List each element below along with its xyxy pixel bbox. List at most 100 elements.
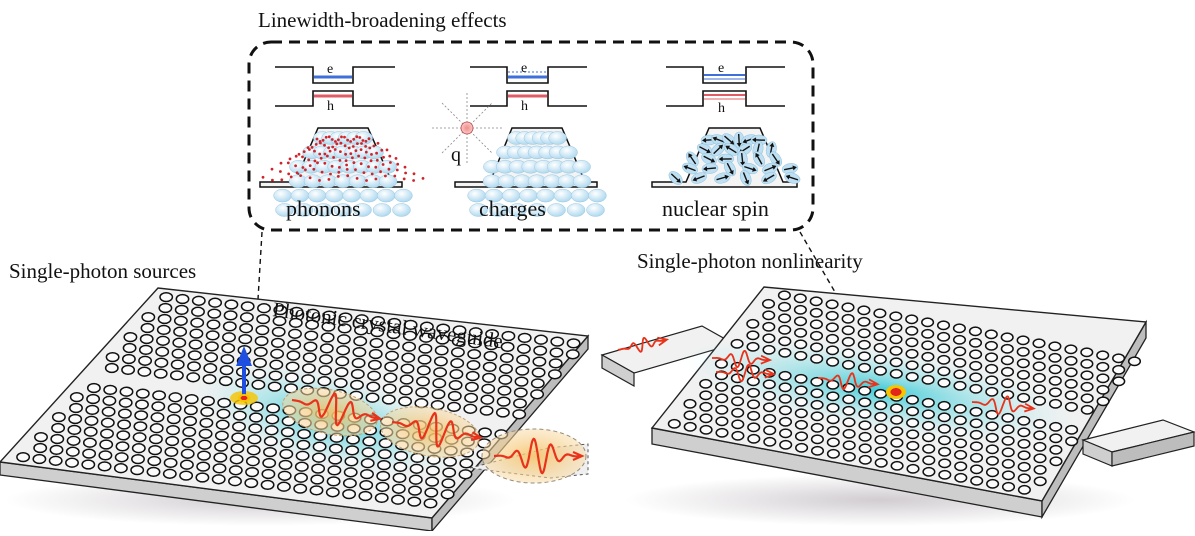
phonon-dot	[377, 142, 380, 145]
air-hole	[288, 340, 300, 349]
air-hole	[811, 389, 823, 397]
phonon-dot	[386, 149, 389, 152]
air-hole	[843, 407, 855, 415]
air-hole	[67, 436, 79, 445]
air-hole	[184, 417, 196, 426]
air-hole	[779, 372, 791, 380]
air-hole	[843, 441, 855, 449]
air-hole	[986, 330, 998, 338]
air-hole	[69, 415, 81, 424]
air-hole	[449, 392, 461, 401]
air-hole	[386, 351, 398, 360]
air-hole	[103, 396, 115, 405]
air-hole	[498, 397, 510, 406]
air-hole	[135, 411, 147, 420]
air-hole	[401, 375, 413, 384]
air-hole	[858, 306, 870, 314]
air-hole	[287, 351, 299, 360]
phonon-dot	[370, 159, 373, 162]
phonon-dot	[307, 159, 310, 162]
air-hole	[123, 344, 135, 353]
air-hole	[827, 346, 839, 354]
air-hole	[716, 429, 728, 437]
phonon-dot	[413, 172, 416, 175]
air-hole	[1113, 354, 1125, 362]
air-hole	[136, 400, 148, 409]
air-hole	[366, 393, 378, 402]
phonon-dot	[313, 150, 316, 153]
air-hole	[827, 381, 839, 389]
electron-label: e	[521, 61, 527, 76]
air-hole	[779, 349, 791, 357]
air-hole	[335, 379, 347, 388]
air-hole	[193, 296, 205, 305]
air-hole	[70, 404, 82, 413]
phonon-dot	[318, 153, 321, 156]
air-hole	[50, 456, 62, 465]
air-hole	[747, 343, 759, 351]
phonon-dot	[365, 179, 368, 182]
air-hole	[172, 349, 184, 358]
air-hole	[1050, 400, 1062, 408]
air-hole	[922, 330, 934, 338]
phonon-dot	[367, 165, 370, 168]
air-hole	[282, 428, 294, 437]
phonon-dot	[318, 179, 321, 182]
air-hole	[858, 329, 870, 337]
air-hole	[779, 303, 791, 311]
air-hole	[229, 477, 241, 486]
air-hole	[329, 455, 341, 464]
air-hole	[970, 419, 982, 427]
air-hole	[875, 401, 887, 409]
air-hole	[261, 481, 273, 490]
air-hole	[83, 449, 95, 458]
phonon-dot	[280, 162, 283, 165]
phonon-dot	[389, 161, 392, 164]
air-hole	[141, 324, 153, 333]
air-hole	[71, 393, 83, 402]
air-hole	[810, 297, 822, 305]
air-hole	[362, 448, 374, 457]
air-hole	[532, 379, 544, 388]
air-hole	[460, 459, 472, 468]
air-hole	[732, 432, 744, 440]
lattice-atom	[567, 204, 585, 217]
lattice-atom	[573, 160, 591, 173]
air-hole	[875, 459, 887, 467]
air-hole	[922, 318, 934, 326]
air-hole	[795, 329, 807, 337]
air-hole	[1002, 425, 1014, 433]
air-hole	[859, 421, 871, 429]
air-hole	[971, 454, 983, 462]
air-hole	[401, 364, 413, 373]
air-hole	[200, 419, 212, 428]
air-hole	[360, 481, 372, 490]
phonon-dot	[329, 150, 332, 153]
air-hole	[987, 468, 999, 476]
air-hole	[1018, 382, 1030, 390]
air-hole	[843, 361, 855, 369]
air-hole	[828, 450, 840, 458]
air-hole	[890, 335, 902, 343]
lattice-atom	[571, 189, 589, 202]
air-hole	[116, 442, 128, 451]
air-hole	[764, 415, 776, 423]
air-hole	[120, 398, 132, 407]
air-hole	[417, 377, 429, 386]
air-hole	[567, 350, 579, 359]
phonon-dot	[388, 155, 391, 158]
air-hole	[1034, 420, 1046, 428]
air-hole	[250, 413, 262, 422]
air-hole	[410, 475, 422, 484]
air-hole	[224, 311, 236, 320]
air-hole	[248, 446, 260, 455]
air-hole	[175, 316, 187, 325]
air-hole	[173, 338, 185, 347]
air-hole	[403, 342, 415, 351]
air-hole	[1034, 385, 1046, 393]
air-hole	[1002, 345, 1014, 353]
air-hole	[122, 366, 134, 375]
air-hole	[266, 415, 278, 424]
right-device-title: Single-photon nonlinearity	[637, 249, 863, 273]
air-hole	[444, 457, 456, 466]
